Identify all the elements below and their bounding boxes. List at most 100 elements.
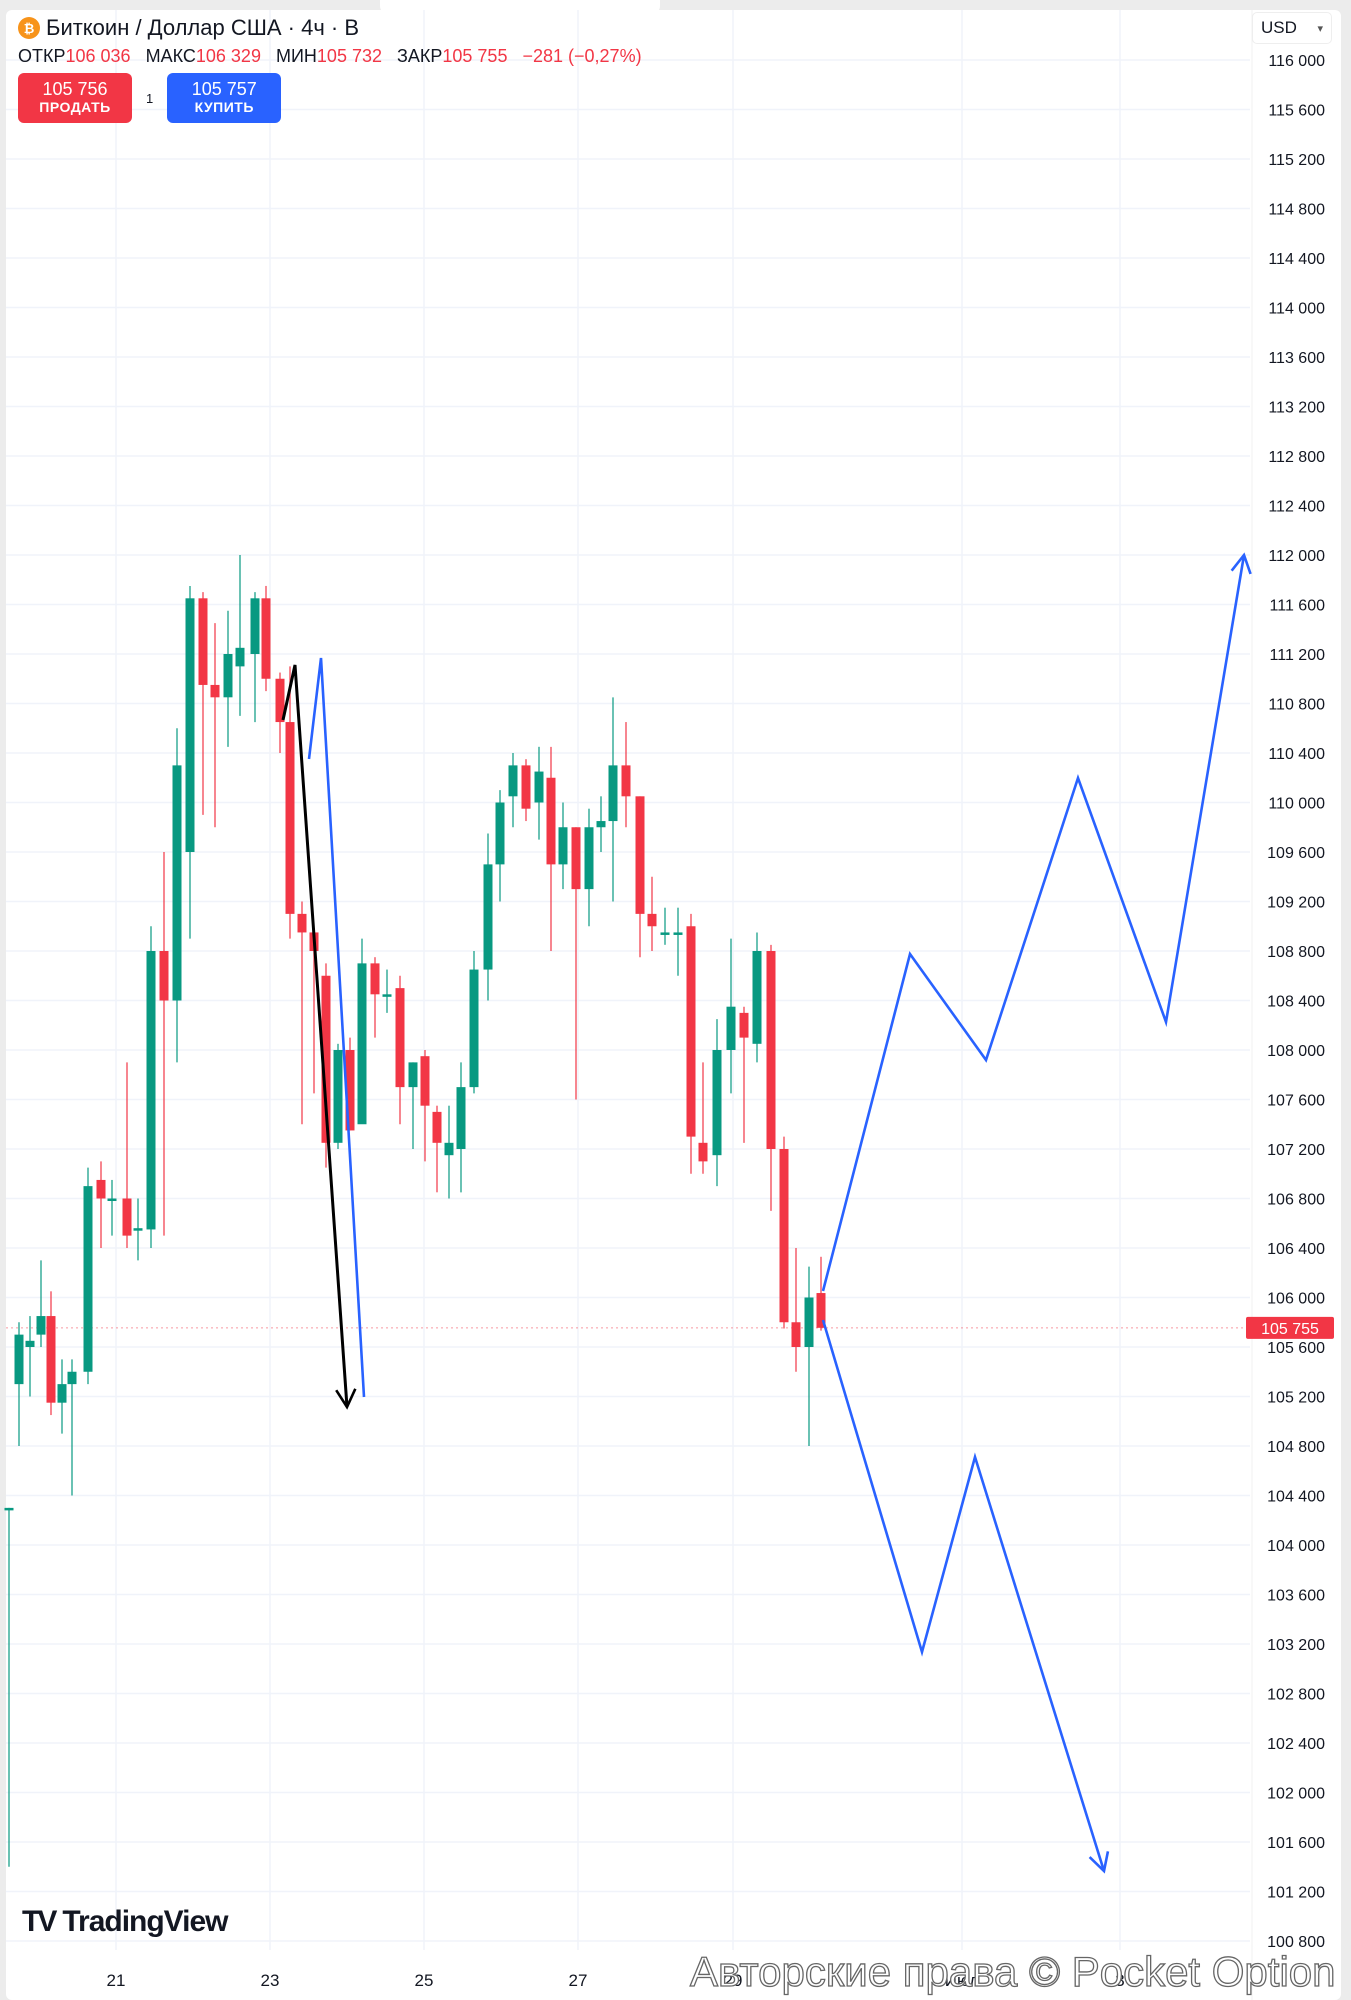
candle (495, 790, 505, 902)
blue-small-path[interactable] (307, 657, 366, 1398)
candle (235, 555, 245, 716)
candles (4, 555, 826, 1867)
candle (739, 1006, 749, 1143)
price-tick: 107 600 (1267, 1093, 1325, 1110)
copyright-watermark: Авторские права © Pocket Option (689, 1947, 1336, 1995)
price-tick: 108 000 (1267, 1043, 1325, 1060)
candle (444, 1105, 454, 1199)
time-tick: 29 (724, 1971, 743, 1990)
candle (25, 1316, 35, 1397)
candle (779, 1136, 789, 1329)
time-tick: 25 (415, 1971, 434, 1990)
candle (96, 1161, 106, 1248)
time-tick: 3 (1115, 1971, 1124, 1990)
arrowhead-icon (335, 1388, 357, 1410)
price-tick: 114 400 (1268, 251, 1325, 268)
candle (534, 746, 544, 840)
close-label: ЗАКР (397, 46, 443, 66)
current-price-label (1246, 1316, 1334, 1339)
candle (804, 1266, 814, 1446)
price-tick: 102 800 (1267, 1687, 1325, 1704)
candle (791, 1248, 801, 1372)
ohlc-values: ОТКР106 036 МАКС106 329 МИН105 732 ЗАКР1… (18, 46, 652, 67)
candle (408, 1062, 418, 1149)
price-tick: 115 200 (1268, 152, 1325, 169)
candle (321, 963, 331, 1168)
candle (4, 1507, 14, 1867)
time-axis[interactable]: 21 23 25 27 29 Июл 3 (107, 1971, 1125, 1990)
candle (285, 666, 295, 939)
sell-price: 105 756 (42, 79, 108, 100)
price-tick: 101 600 (1267, 1835, 1325, 1852)
price-tick: 106 800 (1267, 1192, 1325, 1209)
price-tick: 114 000 (1268, 301, 1325, 318)
buy-price: 105 757 (191, 79, 257, 100)
candle (345, 1037, 355, 1131)
price-tick: 105 600 (1267, 1340, 1325, 1357)
open-label: ОТКР (18, 46, 66, 66)
candle (420, 1050, 430, 1162)
tradingview-logo[interactable]: TV TradingView (22, 1905, 229, 1939)
price-tick: 108 800 (1267, 944, 1325, 961)
price-tick: 103 600 (1267, 1588, 1325, 1605)
candle (198, 592, 208, 815)
candle (223, 610, 233, 747)
candle (660, 907, 670, 945)
price-tick: 112 800 (1268, 449, 1325, 466)
price-tick: 102 000 (1267, 1786, 1325, 1803)
projection-up[interactable] (821, 552, 1252, 1292)
projection-down[interactable] (821, 1319, 1110, 1874)
price-tick: 104 400 (1267, 1489, 1325, 1506)
price-tick: 115 600 (1268, 103, 1325, 120)
drawings[interactable] (281, 552, 1252, 1874)
candle (146, 926, 156, 1248)
candle (521, 759, 531, 822)
price-tick: 110 000 (1268, 796, 1325, 813)
price-tick: 114 800 (1268, 202, 1325, 219)
price-tick: 101 200 (1267, 1885, 1325, 1902)
bitcoin-icon: ₿ (18, 17, 40, 39)
candle (432, 1105, 442, 1193)
high-value: 106 329 (195, 46, 261, 66)
quantity[interactable]: 1 (146, 90, 154, 106)
currency-value: USD (1261, 18, 1297, 37)
candle (83, 1167, 93, 1385)
candle (133, 1198, 143, 1261)
open-value: 106 036 (65, 46, 131, 66)
arrowhead-icon (1088, 1851, 1110, 1874)
change-value: −281 (−0,27%) (522, 46, 642, 66)
buy-button[interactable]: 105 757 КУПИТЬ (167, 73, 282, 123)
price-tick: 111 200 (1270, 647, 1326, 664)
candle (726, 938, 736, 1094)
price-tick: 104 000 (1267, 1538, 1325, 1555)
candle (382, 969, 392, 1013)
price-tick: 104 800 (1267, 1439, 1325, 1456)
low-label: МИН (275, 46, 317, 66)
chart-frame (6, 10, 1341, 2000)
candle (608, 697, 618, 902)
currency-select[interactable]: USD ▾ (1252, 12, 1332, 44)
candle (508, 753, 518, 828)
candle (275, 672, 285, 753)
sell-button[interactable]: 105 756 ПРОДАТЬ (18, 73, 132, 123)
price-tick: 116 000 (1268, 53, 1325, 70)
price-tick: 112 000 (1268, 548, 1325, 565)
candle (584, 808, 594, 927)
time-tick: 21 (107, 1971, 126, 1990)
candle (712, 1019, 722, 1187)
price-axis[interactable]: 116 000 115 600 115 200 114 800 114 400 114 0… (1246, 53, 1334, 1951)
black-arrow[interactable] (281, 664, 357, 1410)
candle (370, 957, 380, 1038)
time-tick: 27 (569, 1971, 588, 1990)
price-tick: 112 400 (1268, 499, 1325, 516)
candle (36, 1260, 46, 1347)
current-price-text: 105 755 (1261, 1321, 1319, 1338)
symbol-legend: ₿ Биткоин / Доллар США · 4ч · B ОТКР106 … (18, 14, 652, 123)
candle (210, 623, 220, 828)
tradingview-text: TradingView (62, 1905, 228, 1938)
symbol-title[interactable]: Биткоин / Доллар США · 4ч · B (46, 15, 360, 40)
high-label: МАКС (145, 46, 196, 66)
buy-label: КУПИТЬ (194, 99, 254, 116)
candle (596, 796, 606, 852)
